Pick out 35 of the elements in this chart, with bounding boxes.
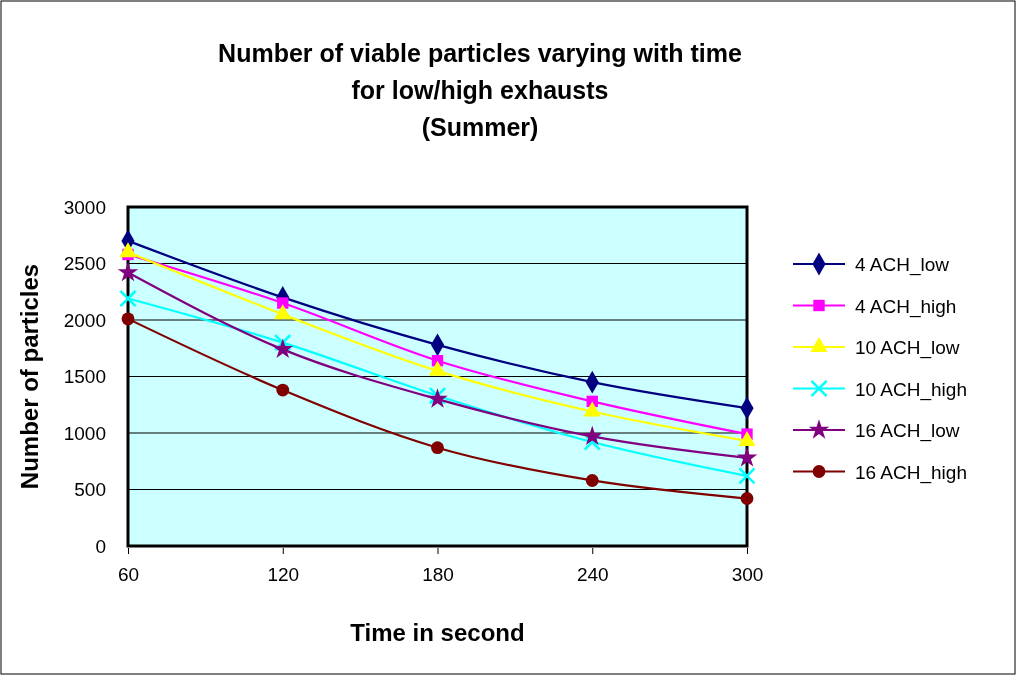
- point: [273, 333, 292, 352]
- point: [738, 467, 756, 485]
- legend-label: 16 ACH_high: [855, 461, 967, 484]
- point: [276, 383, 290, 397]
- x-tick-label: 180: [422, 564, 454, 586]
- y-tick-label: 2500: [63, 253, 106, 275]
- point: [121, 312, 135, 326]
- point: [277, 297, 289, 309]
- x-axis-title: Time in second: [350, 619, 525, 646]
- y-tick-label: 1000: [63, 422, 106, 444]
- legend-label: 10 ACH_high: [855, 378, 967, 401]
- legend-label: 16 ACH_low: [855, 420, 960, 442]
- point: [582, 425, 603, 446]
- x-tick-label: 60: [117, 564, 140, 586]
- point: [431, 441, 444, 455]
- point: [272, 338, 293, 359]
- legend-label: 10 ACH_low: [855, 337, 960, 359]
- point: [119, 289, 137, 308]
- y-tick-label: 500: [74, 479, 106, 501]
- y-tick-label: 3000: [63, 196, 106, 218]
- y-tick-label: 2000: [63, 309, 106, 331]
- x-tick-label: 300: [731, 564, 764, 586]
- point: [740, 492, 754, 505]
- chart-title: Number of viable particles varying with time for low/high exhausts (Summer): [218, 39, 742, 141]
- legend-label: 4 ACH_low: [855, 254, 950, 276]
- legend-label: 4 ACH_high: [855, 295, 957, 318]
- point: [583, 433, 602, 451]
- point: [117, 261, 139, 282]
- point: [585, 474, 599, 487]
- y-tick-label: 0: [95, 535, 106, 557]
- x-tick-label: 240: [576, 564, 609, 586]
- y-tick-label: 1500: [63, 366, 106, 388]
- point: [736, 447, 758, 467]
- x-tick-label: 120: [267, 564, 300, 586]
- y-axis-title: Number of particles: [16, 263, 43, 490]
